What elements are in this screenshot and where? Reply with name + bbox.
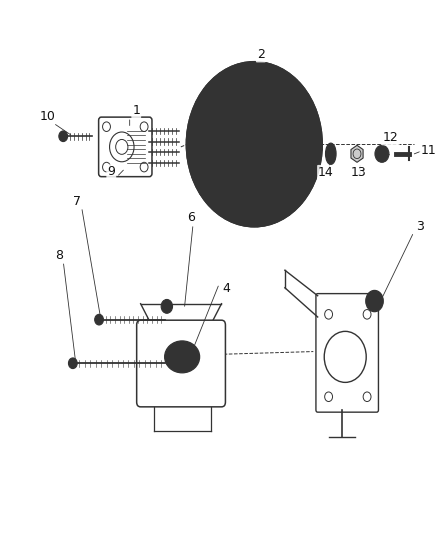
Circle shape	[369, 295, 378, 307]
Polygon shape	[350, 146, 362, 163]
Ellipse shape	[172, 348, 191, 366]
Ellipse shape	[164, 341, 199, 373]
Text: 4: 4	[222, 282, 229, 295]
Text: 9: 9	[107, 165, 115, 179]
Text: 11: 11	[420, 144, 435, 157]
Text: 2: 2	[256, 49, 264, 61]
Text: 12: 12	[382, 131, 398, 144]
Text: 3: 3	[416, 220, 424, 233]
Ellipse shape	[328, 150, 332, 158]
Text: 13: 13	[350, 166, 366, 179]
Circle shape	[59, 131, 67, 142]
Circle shape	[377, 149, 385, 159]
Circle shape	[95, 314, 103, 325]
Circle shape	[68, 358, 77, 368]
Text: 14: 14	[318, 166, 333, 179]
Circle shape	[161, 300, 172, 313]
Text: 8: 8	[55, 249, 63, 262]
Circle shape	[186, 62, 321, 227]
Text: 1: 1	[132, 104, 140, 117]
Ellipse shape	[325, 143, 335, 165]
FancyBboxPatch shape	[315, 294, 378, 412]
Text: 6: 6	[187, 211, 194, 224]
Text: 10: 10	[39, 110, 55, 123]
Text: 7: 7	[73, 195, 81, 208]
Circle shape	[365, 290, 382, 312]
FancyBboxPatch shape	[136, 320, 225, 407]
Circle shape	[374, 146, 388, 163]
FancyBboxPatch shape	[99, 117, 152, 176]
